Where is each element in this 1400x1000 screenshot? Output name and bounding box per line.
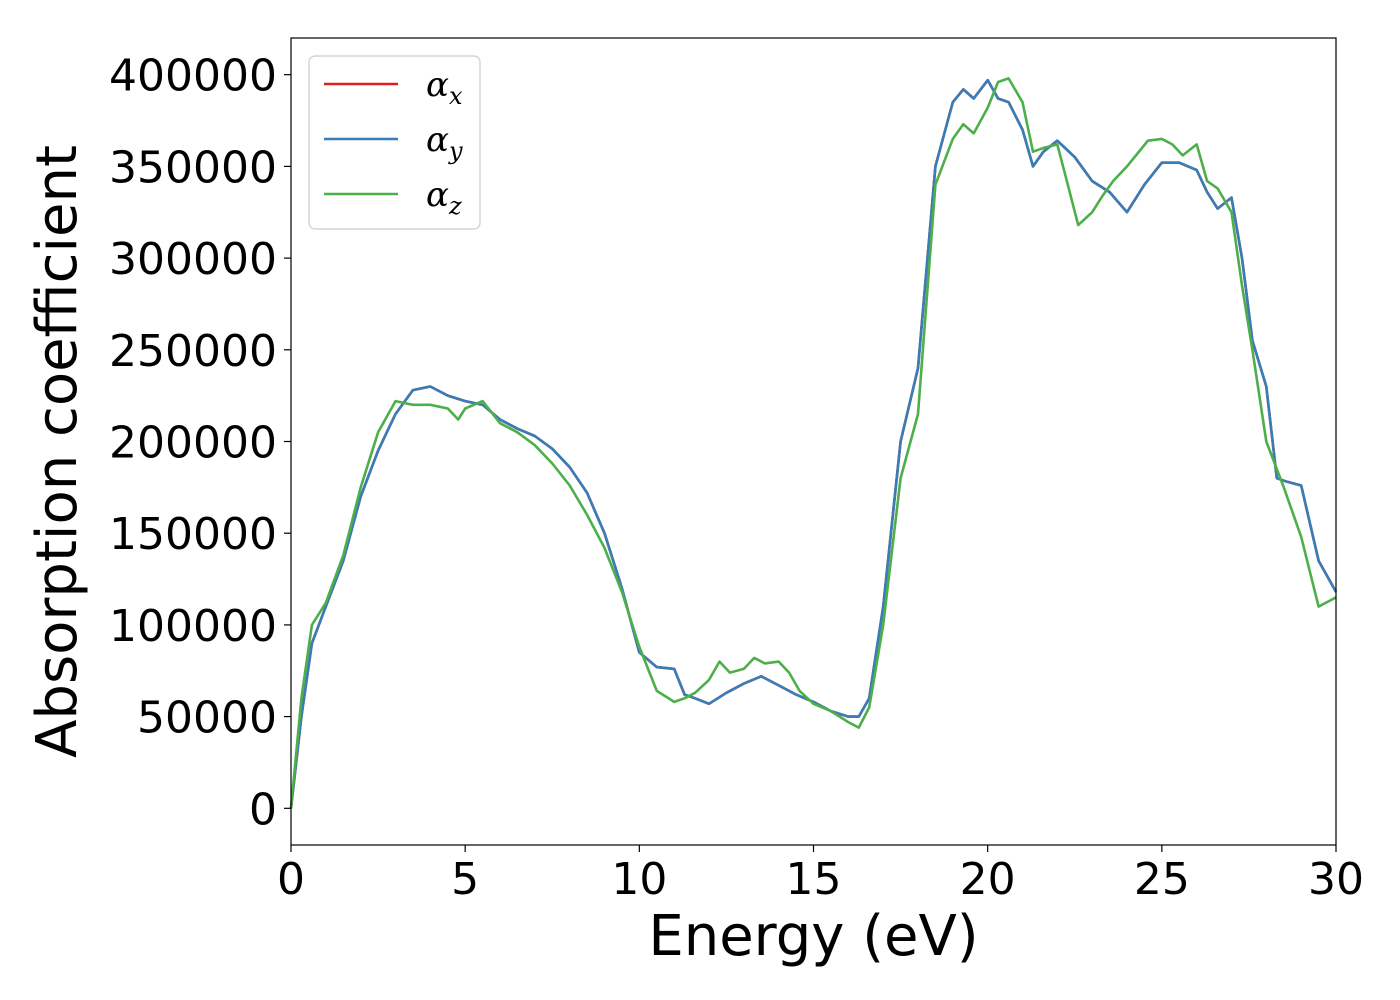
series-line-y [289, 78, 1338, 809]
x-axis-label: Energy (eV) [648, 904, 978, 969]
x-tick-label: 5 [451, 854, 479, 905]
y-tick-label: 350000 [109, 142, 277, 193]
legend-box [308, 55, 481, 230]
y-tick-label: 200000 [109, 418, 277, 469]
y-tick-label: 300000 [109, 234, 277, 285]
x-tick-label: 30 [1308, 854, 1364, 905]
y-tick-label: 250000 [109, 326, 277, 377]
series-line-z [289, 77, 1337, 809]
x-tick-label: 25 [1134, 854, 1190, 905]
y-tick-label: 50000 [137, 693, 277, 744]
x-tick-label: 10 [611, 854, 667, 905]
y-tick-label: 400000 [109, 51, 277, 102]
y-axis-label: Absorption coefficient [25, 145, 90, 758]
y-tick-label: 100000 [109, 601, 277, 652]
x-tick-label: 20 [960, 854, 1016, 905]
y-tick-label: 150000 [109, 509, 277, 560]
series-layer [289, 77, 1338, 809]
y-tick-label: 0 [249, 784, 277, 835]
x-tick-label: 15 [786, 854, 842, 905]
axis-ticks: 0 5 10 15 20 25 30 0 50000 100000 150000 200000 2500… [109, 51, 1364, 905]
x-tick-label: 0 [277, 854, 305, 905]
